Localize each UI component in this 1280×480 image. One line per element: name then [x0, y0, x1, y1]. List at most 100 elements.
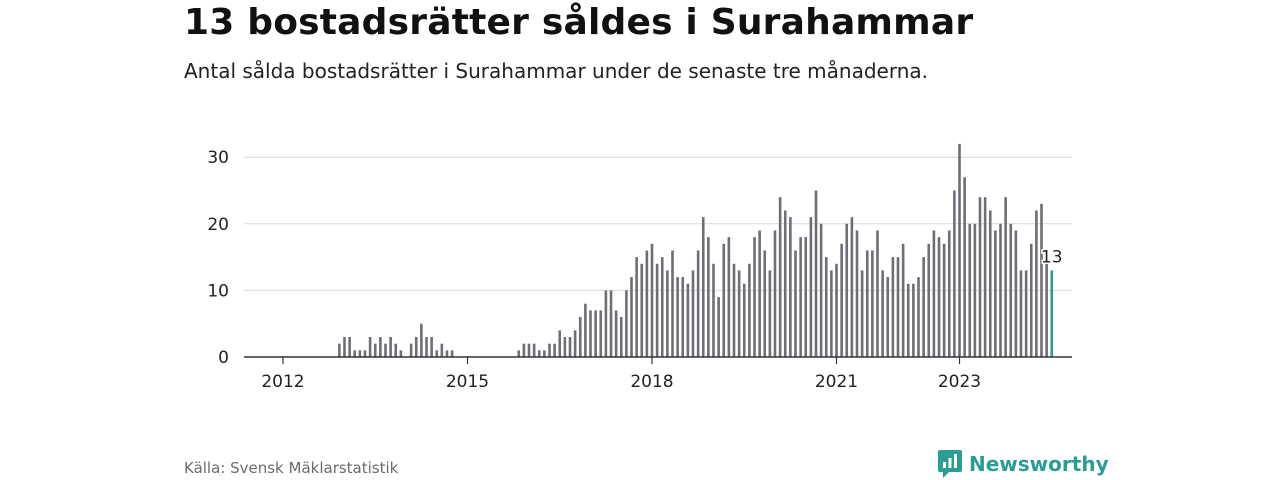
bar [865, 250, 869, 357]
bar [650, 243, 654, 357]
x-tick-label: 2012 [261, 372, 304, 392]
bar [532, 343, 536, 357]
bar [917, 277, 920, 357]
bar [942, 243, 946, 357]
x-tick-label: 2023 [938, 372, 981, 392]
bar [543, 350, 546, 357]
bar [568, 337, 572, 357]
bar [425, 337, 428, 357]
bar [748, 263, 751, 357]
bar [932, 230, 936, 357]
bar [1009, 223, 1013, 357]
y-axis-ticks: 0 10 20 30 [207, 148, 229, 368]
bar [891, 257, 895, 357]
bar [630, 277, 633, 357]
bar [947, 230, 951, 357]
bar [1024, 270, 1028, 357]
bar-chart: 0 10 20 30 2012 2015 2018 2021 2023 13 [207, 143, 1072, 392]
bar [660, 257, 664, 357]
bar [384, 343, 387, 357]
bar [953, 190, 956, 357]
bar [450, 350, 454, 357]
bar [517, 350, 521, 357]
bar [707, 237, 710, 357]
bar [589, 310, 592, 357]
bar [1040, 203, 1043, 357]
bar [537, 350, 541, 357]
bar [906, 283, 910, 357]
bar [1029, 243, 1033, 357]
bar [671, 250, 674, 357]
brand-logo: Newsworthy [937, 449, 1109, 479]
bar [368, 337, 372, 357]
y-tick-label: 10 [207, 281, 229, 301]
bar [1004, 197, 1007, 357]
bar [358, 350, 362, 357]
bar [563, 337, 567, 357]
bar [763, 250, 767, 357]
bar [604, 290, 608, 357]
bar [963, 177, 966, 357]
bar [860, 270, 864, 357]
bar [855, 230, 859, 357]
bar [881, 270, 884, 357]
bar [353, 350, 357, 357]
page-subtitle: Antal sålda bostadsrätter i Surahammar u… [184, 59, 929, 83]
bar [994, 230, 997, 357]
bar [871, 250, 874, 357]
source-note: Källa: Svensk Mäklarstatistik [184, 459, 399, 477]
bar [1045, 263, 1048, 357]
bar [373, 343, 377, 357]
brand-name: Newsworthy [969, 452, 1109, 476]
bar [666, 270, 669, 357]
bar [768, 270, 772, 357]
bar [712, 263, 715, 357]
bar [655, 263, 659, 357]
bar [594, 310, 597, 357]
bar [338, 343, 341, 357]
y-tick-label: 30 [207, 148, 229, 168]
bar [430, 337, 433, 357]
bar [840, 243, 843, 357]
bars [338, 143, 1054, 357]
bar [758, 230, 761, 357]
bar [968, 223, 972, 357]
x-tick-label: 2021 [815, 372, 858, 392]
bar [440, 343, 444, 357]
bar [717, 297, 720, 357]
bar [794, 250, 797, 357]
data-label-last-value: 13 [1041, 247, 1063, 267]
bar [983, 197, 987, 357]
bar [578, 317, 582, 357]
bar [696, 250, 700, 357]
bar [988, 210, 992, 357]
bar [691, 270, 695, 357]
x-axis-ticks: 2012 2015 2018 2021 2023 [261, 357, 981, 392]
bar [845, 223, 849, 357]
bar [681, 277, 685, 357]
bar [835, 263, 838, 357]
bar [778, 197, 782, 357]
bar [420, 323, 423, 357]
bar [414, 337, 418, 357]
bar [599, 310, 603, 357]
bar [978, 197, 982, 357]
bar [727, 237, 731, 357]
bar [445, 350, 449, 357]
bar [783, 210, 787, 357]
bar [824, 257, 828, 357]
y-tick-label: 0 [218, 348, 229, 368]
bar [686, 283, 690, 357]
bar [819, 223, 823, 357]
page-title: 13 bostadsrätter såldes i Surahammar [184, 2, 974, 43]
bar [619, 317, 623, 357]
bar [363, 350, 367, 357]
bar [399, 350, 403, 357]
bar [553, 343, 556, 357]
y-tick-label: 20 [207, 215, 229, 235]
bar [773, 230, 777, 357]
bar [522, 343, 526, 357]
x-tick-label: 2015 [446, 372, 489, 392]
bar [527, 343, 531, 357]
bar [830, 270, 833, 357]
